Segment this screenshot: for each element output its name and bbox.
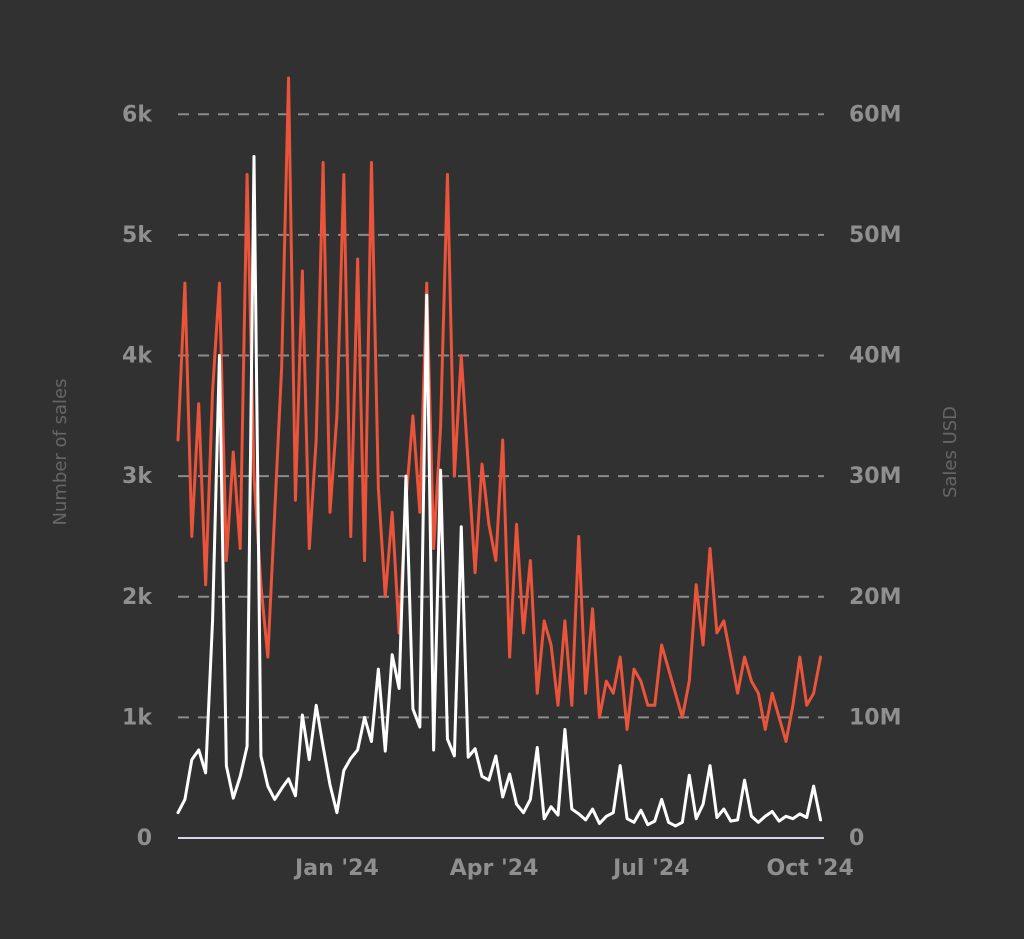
right-y-axis-title: Sales USD	[940, 406, 961, 498]
number-of-sales-line	[176, 76, 823, 743]
x-tick-label: Apr '24	[450, 856, 539, 881]
left-y-tick-label: 5k	[122, 223, 153, 248]
sales-usd-line	[176, 154, 823, 828]
left-y-axis-title: Number of sales	[50, 379, 71, 526]
right-y-tick-label: 50M	[849, 223, 902, 248]
left-y-tick-label: 2k	[122, 585, 153, 610]
x-tick-label: Jan '24	[293, 856, 379, 881]
grid-lines	[178, 113, 824, 719]
left-y-tick-label: 6k	[122, 102, 153, 127]
right-y-tick-label: 20M	[849, 585, 902, 610]
left-y-tick-label: 4k	[122, 344, 153, 369]
left-y-tick-label: 1k	[122, 705, 153, 730]
right-y-tick-label: 30M	[849, 464, 902, 489]
x-tick-label: Jul '24	[611, 856, 689, 881]
right-y-tick-label: 40M	[849, 344, 902, 369]
left-y-tick-label: 0	[137, 826, 152, 851]
x-tick-label: Oct '24	[767, 856, 854, 881]
left-y-tick-label: 3k	[122, 464, 153, 489]
right-y-tick-label: 0	[849, 826, 864, 851]
right-y-tick-label: 60M	[849, 102, 902, 127]
right-y-tick-label: 10M	[849, 705, 902, 730]
